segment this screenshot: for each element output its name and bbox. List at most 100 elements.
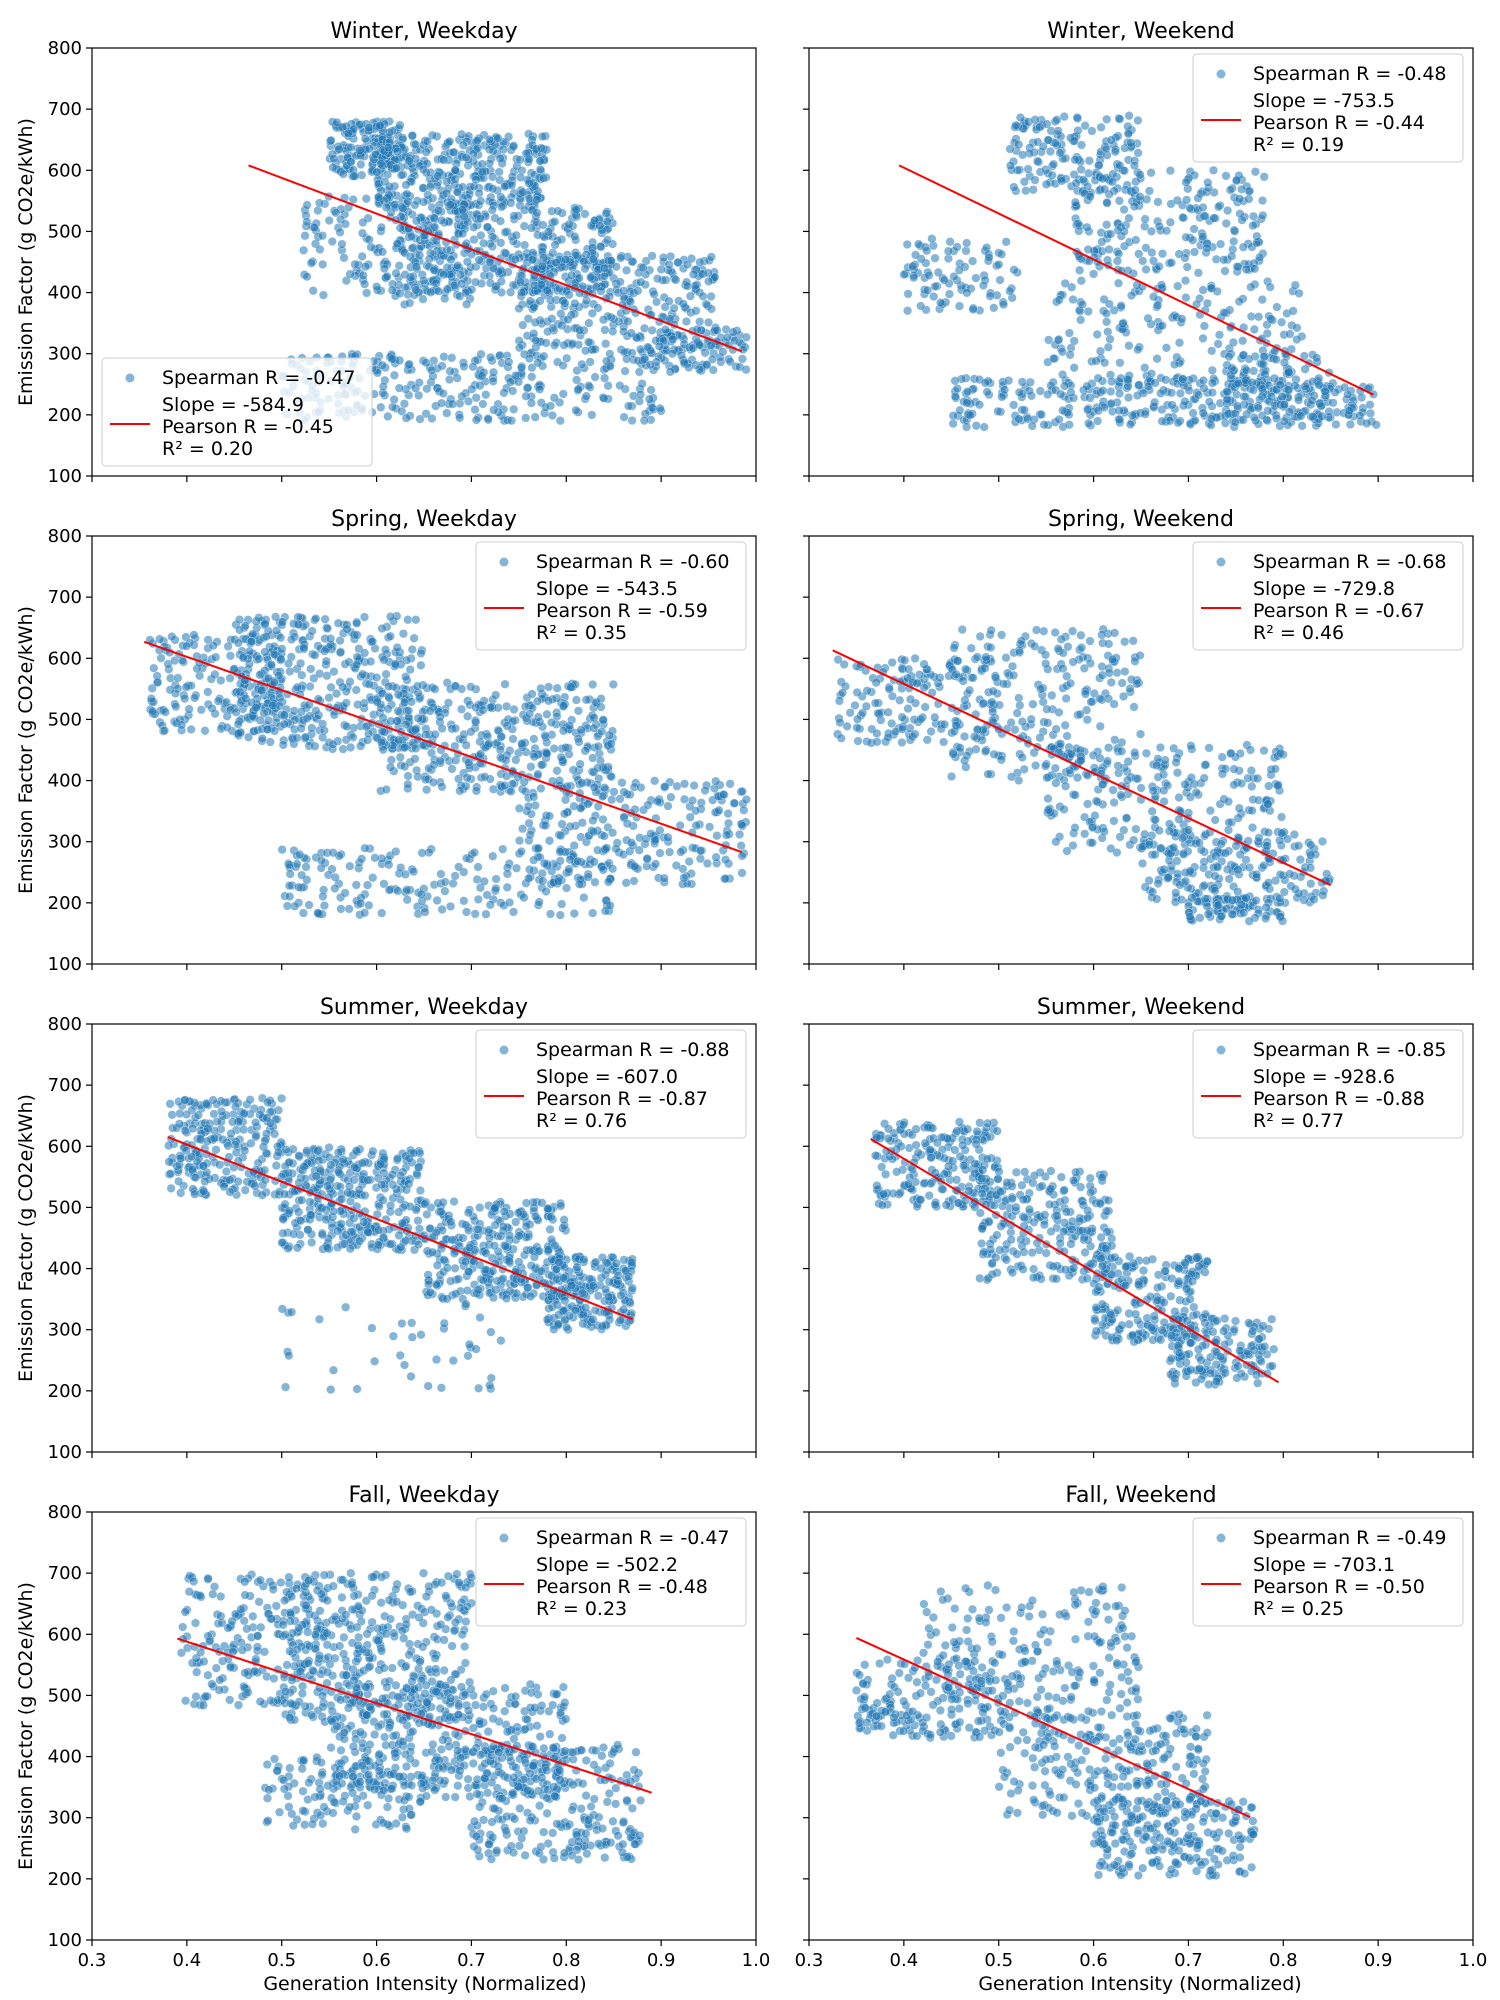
scatter-point bbox=[486, 352, 496, 362]
scatter-point bbox=[1044, 335, 1054, 345]
scatter-point bbox=[436, 398, 447, 408]
scatter-point bbox=[1050, 138, 1060, 148]
scatter-point bbox=[155, 634, 165, 644]
scatter-point bbox=[1207, 388, 1217, 398]
scatter-point bbox=[1014, 414, 1024, 424]
scatter-point bbox=[297, 870, 307, 880]
scatter-point bbox=[1144, 186, 1154, 196]
scatter-point bbox=[572, 375, 582, 385]
scatter-point bbox=[485, 900, 495, 910]
scatter-point bbox=[403, 196, 413, 207]
scatter-point bbox=[636, 782, 646, 793]
scatter-point bbox=[555, 416, 565, 426]
scatter-point bbox=[1028, 185, 1038, 195]
scatter-point bbox=[684, 856, 694, 867]
scatter-point bbox=[496, 238, 506, 248]
scatter-point bbox=[706, 340, 716, 350]
scatter-point bbox=[665, 847, 675, 857]
regression-line bbox=[143, 640, 743, 854]
legend-box bbox=[101, 357, 373, 467]
scatter-point bbox=[500, 780, 510, 790]
scatter-point bbox=[225, 673, 235, 683]
scatter-point bbox=[516, 846, 526, 857]
scatter-point bbox=[554, 776, 565, 786]
scatter-point bbox=[471, 702, 481, 712]
scatter-point bbox=[262, 724, 272, 735]
scatter-point bbox=[1172, 195, 1182, 205]
scatter-point bbox=[1180, 396, 1190, 406]
scatter-point bbox=[516, 172, 526, 182]
scatter-point bbox=[1242, 409, 1252, 419]
scatter-point bbox=[581, 695, 591, 705]
scatter-point bbox=[1253, 403, 1263, 413]
scatter-point bbox=[543, 696, 554, 706]
scatter-point bbox=[1006, 772, 1017, 782]
scatter-point bbox=[1072, 112, 1082, 123]
scatter-point bbox=[1259, 746, 1269, 756]
legend-line-label: Slope = -753.5 bbox=[1253, 90, 1395, 112]
scatter-point bbox=[1204, 397, 1214, 407]
scatter-point bbox=[1246, 282, 1256, 292]
scatter-point bbox=[425, 706, 435, 716]
scatter-point bbox=[1061, 781, 1071, 791]
scatter-point bbox=[655, 403, 665, 413]
scatter-point bbox=[429, 213, 439, 223]
scatter-point bbox=[619, 787, 629, 797]
scatter-point bbox=[428, 777, 438, 787]
scatter-point bbox=[671, 860, 681, 871]
scatter-point bbox=[328, 162, 338, 173]
scatter-point bbox=[1035, 733, 1045, 743]
scatter-point bbox=[571, 695, 581, 705]
scatter-point bbox=[898, 724, 908, 734]
scatter-point bbox=[588, 679, 598, 690]
scatter-point bbox=[379, 264, 389, 274]
scatter-point bbox=[294, 882, 304, 892]
scatter-point bbox=[580, 746, 590, 756]
scatter-point bbox=[679, 357, 689, 368]
scatter-point bbox=[862, 686, 872, 696]
scatter-point bbox=[536, 760, 547, 770]
scatter-point bbox=[190, 693, 200, 703]
scatter-point bbox=[559, 701, 569, 711]
y-tick-label: 800 bbox=[48, 38, 82, 59]
scatter-point bbox=[1221, 218, 1231, 228]
scatter-point bbox=[1161, 343, 1171, 353]
scatter-point bbox=[285, 891, 295, 902]
scatter-point bbox=[1030, 115, 1040, 125]
scatter-point bbox=[607, 795, 617, 805]
scatter-point bbox=[1254, 312, 1264, 322]
scatter-point bbox=[360, 134, 370, 144]
scatter-point bbox=[400, 761, 410, 771]
scatter-point bbox=[315, 244, 325, 254]
scatter-point bbox=[392, 239, 402, 249]
scatter-point bbox=[861, 701, 871, 711]
scatter-point bbox=[1080, 121, 1090, 131]
scatter-point bbox=[559, 809, 570, 819]
scatter-point bbox=[1210, 815, 1220, 825]
scatter-point bbox=[598, 865, 608, 875]
scatter-point bbox=[852, 714, 863, 724]
scatter-point bbox=[625, 297, 635, 307]
scatter-point bbox=[706, 291, 716, 301]
y-tick-label: 300 bbox=[48, 832, 82, 853]
scatter-point bbox=[285, 666, 295, 677]
scatter-point bbox=[529, 855, 539, 865]
scatter-point bbox=[520, 240, 530, 250]
scatter-point bbox=[147, 683, 157, 693]
scatter-point bbox=[511, 371, 521, 381]
scatter-point bbox=[1131, 824, 1141, 834]
scatter-point bbox=[1344, 406, 1354, 416]
scatter-point bbox=[735, 829, 745, 839]
scatter-point bbox=[420, 907, 430, 917]
scatter-point bbox=[1102, 317, 1112, 327]
scatter-point bbox=[573, 706, 583, 716]
scatter-point bbox=[1091, 356, 1101, 366]
scatter-point bbox=[1102, 220, 1112, 230]
subplot-title: Spring, Weekday bbox=[331, 507, 517, 532]
scatter-point bbox=[590, 372, 600, 382]
y-tick-label: 600 bbox=[48, 648, 82, 669]
scatter-point bbox=[1207, 378, 1217, 388]
scatter-point bbox=[398, 629, 408, 639]
scatter-point bbox=[980, 663, 990, 673]
scatter-point bbox=[1070, 790, 1080, 800]
